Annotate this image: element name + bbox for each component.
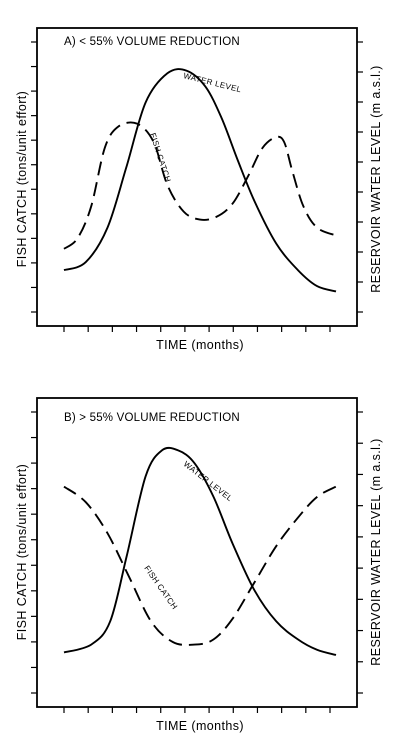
- panel-b: B) > 55% VOLUME REDUCTION TIME (months) …: [15, 397, 383, 733]
- panel-a-curves: [63, 68, 337, 293]
- fish-catch-line-panel-b: [63, 485, 337, 646]
- water-level-line-panel-a: [63, 68, 337, 293]
- water-level-line-panel-b: [63, 446, 337, 656]
- panel-b-y-label-right: RESERVOIR WATER LEVEL (m a.s.l.): [369, 438, 383, 665]
- panel-b-title: B) > 55% VOLUME REDUCTION: [64, 412, 240, 424]
- fish-catch-line-panel-a: [63, 121, 337, 250]
- panel-a-x-label: TIME (months): [156, 338, 244, 352]
- panel-b-fish-catch-label: FISH CATCH: [142, 564, 179, 611]
- panel-a-y-label-left: FISH CATCH (tons/unit effort): [15, 91, 29, 267]
- panel-b-curves: [63, 446, 337, 656]
- panel-a-water-level-label: WATER LEVEL: [183, 71, 243, 94]
- panel-b-ticks: [31, 411, 363, 713]
- panel-b-water-level-label: WATER LEVEL: [182, 459, 235, 503]
- panel-b-frame: [36, 397, 358, 708]
- panel-a-title: A) < 55% VOLUME REDUCTION: [64, 36, 240, 48]
- panel-a-fish-catch-label: FISH CATCH: [148, 132, 172, 184]
- panel-b-x-label: TIME (months): [156, 719, 244, 733]
- panel-a-y-label-right: RESERVOIR WATER LEVEL (m a.s.l.): [369, 65, 383, 292]
- panel-a-ticks: [31, 41, 363, 332]
- panel-b-y-label-left: FISH CATCH (tons/unit effort): [15, 464, 29, 640]
- panel-a-frame: [36, 27, 358, 327]
- panel-a: A) < 55% VOLUME REDUCTION TIME (months) …: [15, 27, 383, 352]
